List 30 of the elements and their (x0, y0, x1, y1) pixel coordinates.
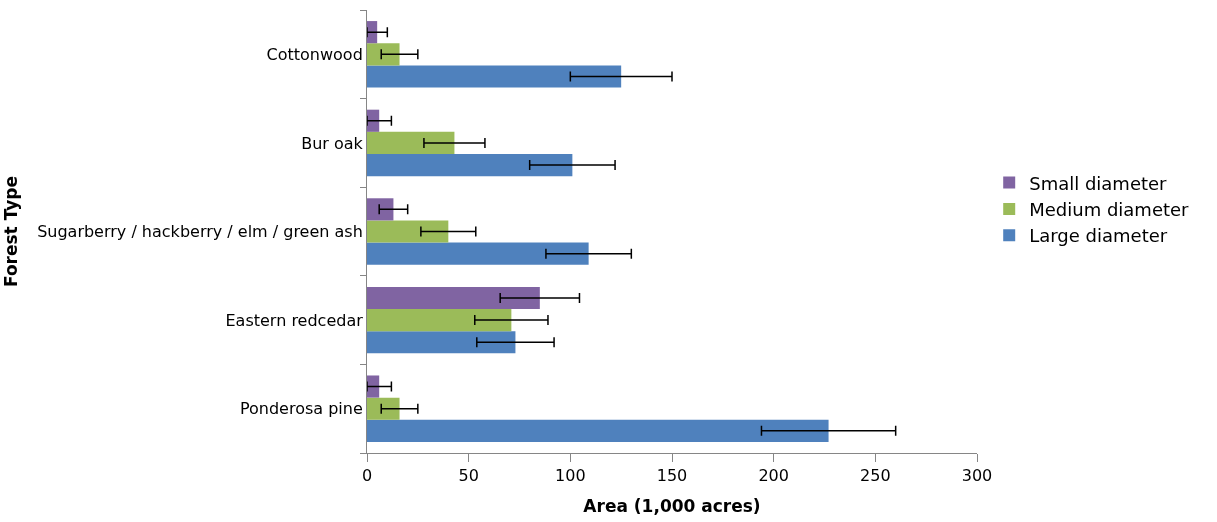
y-tick-label: Sugarberry / hackberry / elm / green ash (37, 222, 363, 242)
x-tick-label: 0 (361, 466, 373, 486)
bar (367, 198, 394, 221)
y-tick-label: Cottonwood (266, 44, 363, 64)
x-tick-label: 100 (555, 466, 586, 486)
bar (367, 242, 589, 265)
bar (367, 43, 400, 66)
x-tick-label: 300 (961, 466, 993, 486)
bar (367, 65, 622, 88)
bar (367, 331, 516, 354)
y-tick-label: Ponderosa pine (239, 399, 363, 419)
bar (367, 153, 573, 177)
bar (367, 419, 829, 442)
bar (367, 286, 540, 310)
x-axis-title: Area (1,000 acres) (583, 495, 761, 516)
bar (367, 309, 512, 332)
x-tick-label: 50 (458, 466, 479, 486)
y-axis-title: Forest Type (0, 175, 21, 288)
y-tick-label: Bur oak (301, 133, 364, 153)
bar (367, 397, 400, 420)
bar (367, 375, 380, 398)
legend-label: Large diameter (1029, 225, 1168, 247)
legend-label: Medium diameter (1029, 198, 1190, 220)
bar (367, 131, 455, 154)
y-tick-label: Eastern redcedar (225, 310, 364, 330)
x-tick-label: 200 (758, 466, 789, 486)
bar (367, 220, 449, 243)
legend-label: Small diameter (1029, 172, 1168, 194)
x-tick-label: 250 (860, 466, 891, 486)
x-tick-label: 150 (656, 466, 688, 486)
